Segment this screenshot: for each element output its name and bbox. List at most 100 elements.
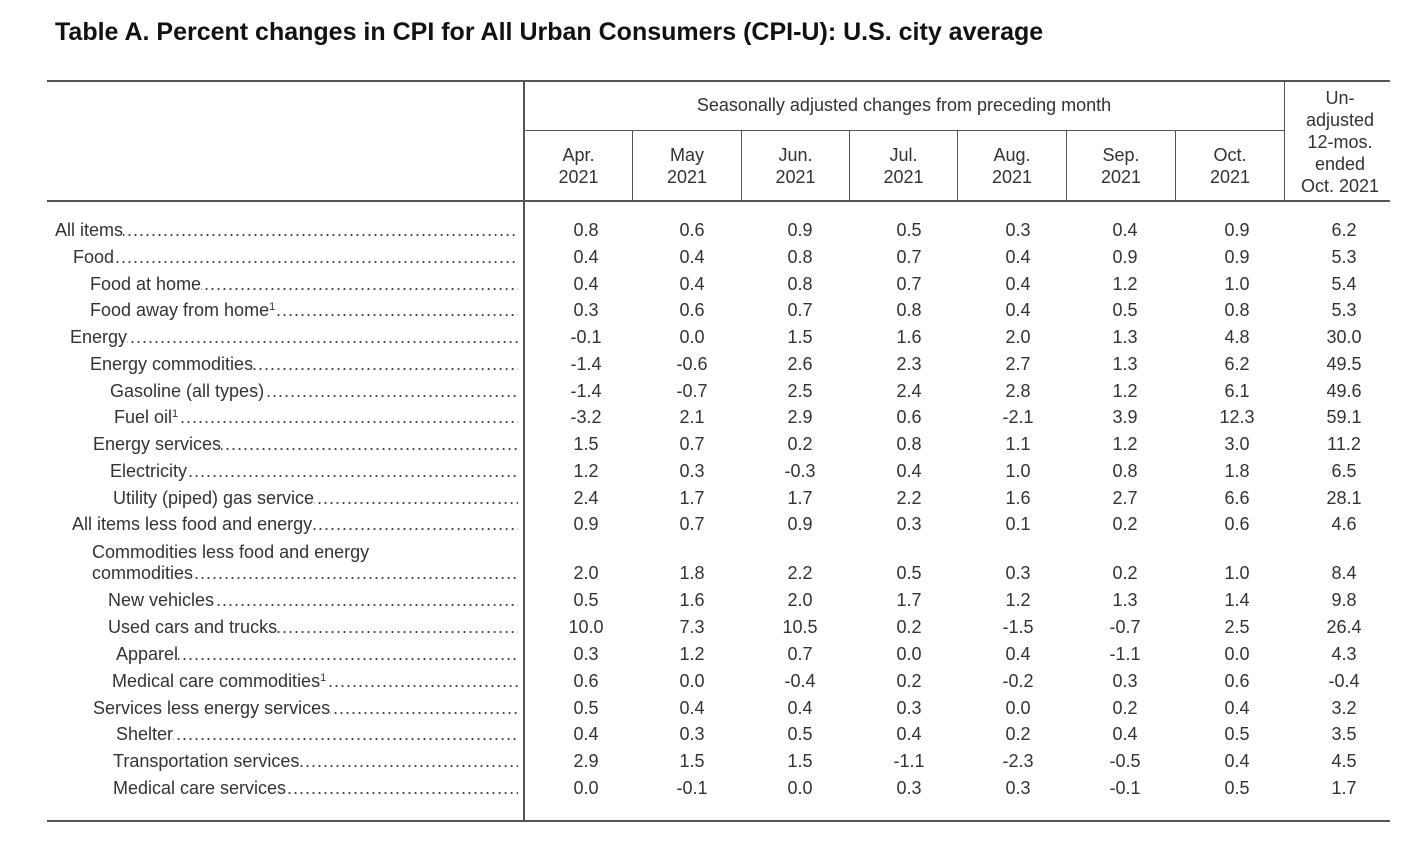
- table-cell: 4.6: [1331, 514, 1357, 534]
- table-cell: 0.0: [896, 644, 922, 664]
- table-cell: -0.1: [1109, 778, 1141, 798]
- table-cell: 1.7: [787, 488, 813, 508]
- table-title: Table A. Percent changes in CPI for All …: [55, 18, 1044, 46]
- table-cell: 0.3: [679, 724, 705, 744]
- table-cell: 0.8: [896, 300, 922, 320]
- col-header-may: May 2021: [666, 145, 708, 187]
- table-cell: 4.5: [1331, 751, 1357, 771]
- table-cell: 6.6: [1224, 488, 1250, 508]
- table-cell: 49.6: [1326, 381, 1362, 401]
- table-cell: 0.4: [573, 724, 599, 744]
- table-cell: 0.7: [679, 514, 705, 534]
- table-cell: 0.4: [1224, 698, 1250, 718]
- row-label: All items less food and energy: [72, 514, 313, 534]
- table-cell: 1.3: [1112, 327, 1138, 347]
- table-cell: 0.5: [1112, 300, 1138, 320]
- table-cell: 1.6: [679, 590, 705, 610]
- table-cell: -1.1: [893, 751, 925, 771]
- table-cell: 0.2: [896, 671, 922, 691]
- table-cell: -2.1: [1002, 407, 1034, 427]
- table-cell: 1.2: [679, 644, 705, 664]
- dot-leader: ........................................…: [92, 563, 518, 583]
- row-label: Food: [73, 247, 115, 267]
- table-cell: 0.2: [787, 434, 813, 454]
- table-cell: 0.9: [787, 514, 813, 534]
- table-cell: 2.5: [1224, 617, 1250, 637]
- table-cell: 0.5: [1224, 778, 1250, 798]
- table-cell: 1.7: [679, 488, 705, 508]
- row-label: Transportation services: [113, 751, 300, 771]
- table-cell: 0.6: [679, 300, 705, 320]
- table-cell: 0.3: [1112, 671, 1138, 691]
- row-label: Commodities less food and energy: [92, 542, 370, 562]
- table-cell: 10.5: [782, 617, 818, 637]
- table-cell: 59.1: [1326, 407, 1362, 427]
- row-label: Medical care services: [113, 778, 287, 798]
- dot-leader: ........................................…: [73, 247, 518, 267]
- row-label: Gasoline (all types): [110, 381, 265, 401]
- table-cell: 0.5: [896, 563, 922, 583]
- table-cell: 2.4: [573, 488, 599, 508]
- table-cell: 0.7: [787, 300, 813, 320]
- table-cell: -1.4: [570, 354, 602, 374]
- dot-leader: ........................................…: [55, 220, 518, 240]
- table-cell: -0.2: [1002, 671, 1034, 691]
- table-cell: 0.7: [896, 247, 922, 267]
- table-cell: 0.7: [679, 434, 705, 454]
- table-cell: 1.3: [1112, 354, 1138, 374]
- table-cell: 2.4: [896, 381, 922, 401]
- table-cell: 0.4: [1112, 724, 1138, 744]
- table-cell: 3.0: [1224, 434, 1250, 454]
- table-cell: 0.4: [1224, 751, 1250, 771]
- row-label: Food at home: [90, 274, 202, 294]
- dot-leader: ........................................…: [70, 327, 518, 347]
- table-cell: 0.4: [1005, 644, 1031, 664]
- row-label: All items: [55, 220, 124, 240]
- table-cell: 6.5: [1331, 461, 1357, 481]
- table-cell: 0.5: [1224, 724, 1250, 744]
- table-cell: 2.2: [896, 488, 922, 508]
- row-label: Energy: [70, 327, 128, 347]
- table-cell: 0.8: [1112, 461, 1138, 481]
- col-divider-2: [741, 130, 742, 201]
- table-cell: -0.3: [784, 461, 816, 481]
- table-cell: 0.4: [679, 274, 705, 294]
- table-cell: 0.6: [1224, 671, 1250, 691]
- table-cell: 0.3: [573, 300, 599, 320]
- table-cell: 10.0: [568, 617, 604, 637]
- table-cell: 26.4: [1326, 617, 1362, 637]
- table-cell: 6.2: [1224, 354, 1250, 374]
- table-cell: 0.0: [1005, 698, 1031, 718]
- table-cell: 3.2: [1331, 698, 1357, 718]
- table-cell: 8.4: [1331, 563, 1357, 583]
- table-cell: -0.1: [570, 327, 602, 347]
- table-cell: 0.3: [1005, 563, 1031, 583]
- table-cell: 0.2: [1112, 698, 1138, 718]
- table-cell: 0.5: [896, 220, 922, 240]
- table-cell: 1.2: [1112, 274, 1138, 294]
- table-cell: 0.4: [896, 724, 922, 744]
- table-cell: 0.5: [573, 590, 599, 610]
- row-label: Food away from home1: [90, 300, 276, 320]
- table-cell: -0.4: [1328, 671, 1360, 691]
- table-cell: 1.1: [1005, 434, 1031, 454]
- table-cell: 2.6: [787, 354, 813, 374]
- col-header-aug: Aug. 2021: [991, 145, 1033, 187]
- dot-leader: ........................................…: [110, 461, 518, 481]
- footnote-marker: 1: [172, 408, 179, 420]
- table-cell: 9.8: [1331, 590, 1357, 610]
- table-cell: 3.5: [1331, 724, 1357, 744]
- table-cell: 30.0: [1326, 327, 1362, 347]
- table-cell: 1.5: [787, 327, 813, 347]
- col-divider-3: [849, 130, 850, 201]
- table-cell: 2.0: [1005, 327, 1031, 347]
- top-rule: [47, 80, 1390, 82]
- table-cell: 2.7: [1112, 488, 1138, 508]
- table-cell: 6.2: [1331, 220, 1357, 240]
- row-label: Medical care commodities1: [112, 671, 327, 691]
- table-cell: 3.9: [1112, 407, 1138, 427]
- table-cell: -0.5: [1109, 751, 1141, 771]
- table-cell: 0.3: [896, 778, 922, 798]
- table-cell: 0.6: [679, 220, 705, 240]
- table-cell: 1.7: [1331, 778, 1357, 798]
